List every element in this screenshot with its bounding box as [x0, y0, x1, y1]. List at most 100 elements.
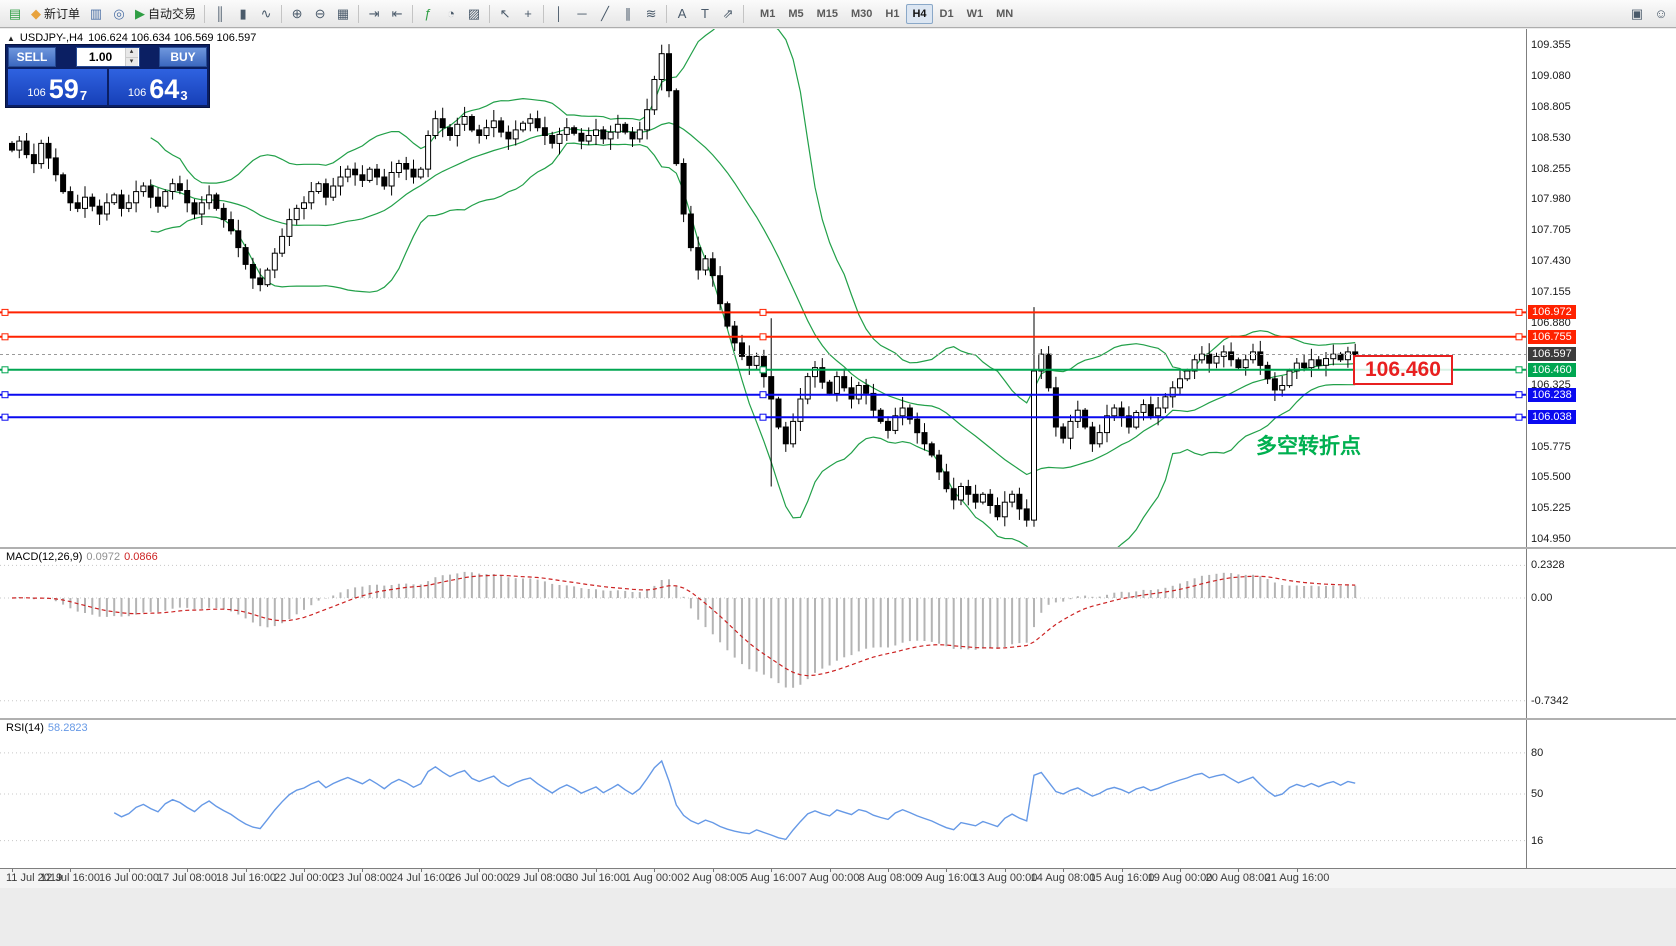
timeframe-h4[interactable]: H4 — [906, 3, 933, 24]
toolbar-separator — [358, 4, 360, 23]
candlestick-chart-icon[interactable]: ▮ — [232, 3, 254, 25]
turning-point-annotation[interactable]: 多空转折点 — [1256, 435, 1361, 458]
volume-input[interactable] — [76, 48, 125, 66]
toolbar-separator — [666, 4, 668, 23]
bar-chart-icon[interactable]: ║ — [209, 3, 231, 25]
autotrading-button[interactable]: ▶ 自动交易 — [131, 3, 200, 25]
time-axis-label: 29 Jul 08:00 — [508, 872, 568, 884]
symbol-name: USDJPY-,H4 — [19, 32, 84, 44]
time-tick — [421, 869, 422, 872]
main-chart-canvas[interactable] — [0, 29, 1526, 547]
timeframe-m1[interactable]: M1 — [760, 7, 776, 20]
volume-down-button[interactable]: ▾ — [125, 56, 138, 66]
timeframe-h1[interactable]: H1 — [885, 7, 900, 20]
time-axis-label: 19 Aug 00:00 — [1147, 872, 1213, 884]
line-chart-icon[interactable]: ∿ — [255, 3, 277, 25]
price-level-label: 106.460 — [1528, 363, 1576, 377]
zoom-in-icon[interactable]: ⊕ — [286, 3, 308, 25]
time-tick — [1180, 869, 1181, 872]
smiley-icon[interactable]: ☺ — [1654, 6, 1668, 21]
trendline-icon[interactable]: ╱ — [594, 3, 616, 25]
trade-panel-spacer — [58, 47, 74, 67]
sell-button[interactable]: SELL — [8, 47, 56, 67]
macd-signal-value: 0.0866 — [124, 551, 158, 563]
timeframe-w1[interactable]: W1 — [966, 7, 984, 20]
time-tick — [830, 869, 831, 872]
price-axis-label: 105.225 — [1531, 502, 1571, 514]
time-tick — [713, 869, 714, 872]
zoom-out-icon[interactable]: ⊖ — [309, 3, 331, 25]
templates-icon: ▨ — [467, 6, 481, 21]
rsi-axis-label: 16 — [1531, 835, 1544, 847]
auto-scroll-icon[interactable]: ⇥ — [363, 3, 385, 25]
timeframe-m15[interactable]: M15 — [816, 7, 838, 20]
time-axis-label: 21 Aug 16:00 — [1264, 872, 1330, 884]
price-level-label: 106.038 — [1528, 410, 1576, 424]
market-watch-icon[interactable]: ▥ — [85, 3, 107, 25]
grid-icon: ▦ — [336, 6, 350, 21]
layout-icon[interactable]: ▣ — [1630, 5, 1644, 21]
auto-scroll-icon: ⇥ — [368, 6, 380, 21]
macd-axis-label: 0.2328 — [1531, 559, 1565, 571]
navigator-icon[interactable]: ◎ — [108, 3, 130, 25]
timeframe-m30[interactable]: M30 — [851, 7, 873, 20]
price-axis-label: 107.430 — [1531, 255, 1571, 267]
indicators-icon[interactable]: ƒ — [417, 3, 439, 25]
timeframe-d1[interactable]: D1 — [939, 7, 954, 20]
time-axis-label: 11 Jul 2019 — [6, 872, 63, 884]
text-label-icon[interactable]: T — [694, 3, 716, 25]
price-axis-label: 109.080 — [1531, 70, 1571, 82]
indicators-icon: ƒ — [424, 6, 432, 21]
time-axis-label: 5 Aug 16:00 — [741, 872, 801, 884]
cursor-icon[interactable]: ↖ — [494, 3, 516, 25]
time-axis-label: 15 Aug 16:00 — [1089, 872, 1155, 884]
buy-price-pip: 3 — [180, 88, 188, 103]
arrows-icon[interactable]: ⇗ — [717, 3, 739, 25]
macd-main-value: 0.0972 — [86, 551, 121, 563]
time-tick — [246, 869, 247, 872]
text-icon[interactable]: A — [671, 3, 693, 25]
time-tick — [1297, 869, 1298, 872]
buy-price-button[interactable]: 106 64 3 — [108, 69, 207, 105]
fibonacci-icon[interactable]: ≋ — [640, 3, 662, 25]
templates-icon[interactable]: ▨ — [463, 3, 485, 25]
macd-panel-canvas[interactable] — [0, 549, 1526, 718]
price-axis-label: 104.950 — [1531, 533, 1571, 545]
volume-up-button[interactable]: ▴ — [125, 48, 138, 57]
price-axis-label: 107.705 — [1531, 224, 1571, 236]
sell-price-button[interactable]: 106 59 7 — [8, 69, 107, 105]
time-tick — [479, 869, 480, 872]
panel-separator[interactable] — [0, 547, 1676, 549]
trade-panel-spacer — [142, 47, 158, 67]
grid-icon[interactable]: ▦ — [332, 3, 354, 25]
timeframe-mn[interactable]: MN — [996, 7, 1014, 20]
new-order-button: ◆ — [31, 6, 41, 21]
vertical-line-icon[interactable]: │ — [548, 3, 570, 25]
timeframe-m5[interactable]: M5 — [788, 7, 804, 20]
time-axis-label: 22 Jul 00:00 — [274, 872, 334, 884]
panel-separator[interactable] — [0, 718, 1676, 720]
rsi-panel-canvas[interactable] — [0, 720, 1526, 868]
buy-button[interactable]: BUY — [159, 47, 207, 67]
time-tick — [1005, 869, 1006, 872]
time-axis-label: 30 Jul 16:00 — [566, 872, 626, 884]
horizontal-line-icon[interactable]: ─ — [571, 3, 593, 25]
channel-icon[interactable]: ∥ — [617, 3, 639, 25]
periods-icon: ◔ — [447, 6, 455, 21]
time-axis-label: 23 Jul 08:00 — [332, 872, 392, 884]
time-axis[interactable]: 11 Jul 2019 12 Jul 16:00 16 Jul 00:00 17 Ju… — [0, 868, 1676, 888]
price-annotation-box[interactable]: 106.460 — [1353, 355, 1453, 385]
time-axis-label: 13 Aug 00:00 — [972, 872, 1038, 884]
chart-shift-icon[interactable]: ⇤ — [386, 3, 408, 25]
periods-icon[interactable]: ◔ — [440, 3, 462, 25]
time-tick — [946, 869, 947, 872]
time-tick — [538, 869, 539, 872]
chart-background — [0, 29, 1676, 868]
chart-window-icon[interactable]: ▤ — [4, 3, 26, 25]
price-axis[interactable]: 109.355 109.080 108.805 108.530 108.255 107.9… — [1526, 29, 1676, 868]
buy-price-prefix: 106 — [127, 87, 147, 99]
arrows-icon: ⇗ — [722, 6, 734, 21]
new-order-button[interactable]: ◆ 新订单 — [27, 3, 84, 25]
crosshair-icon[interactable]: + — [517, 3, 539, 25]
toolbar-separator — [743, 4, 745, 23]
